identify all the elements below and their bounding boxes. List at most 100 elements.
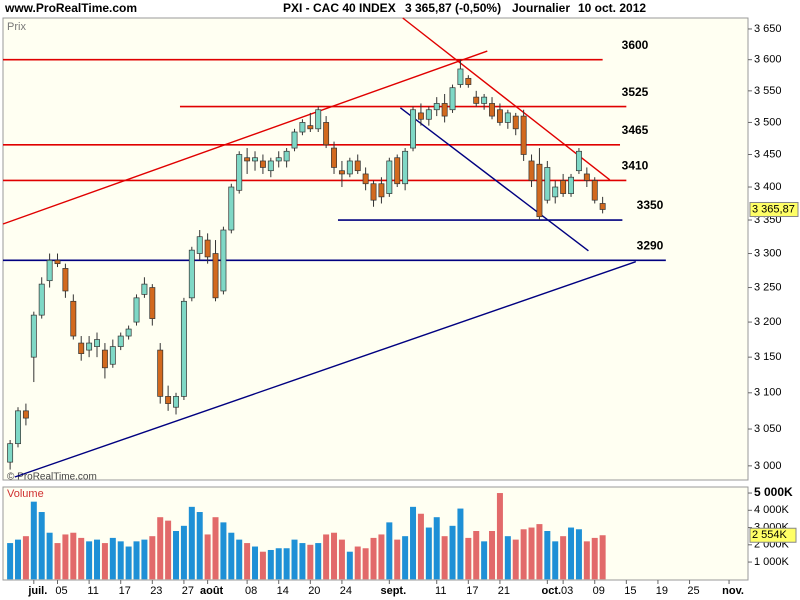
- volume-bar: [220, 522, 227, 580]
- volume-bar: [599, 535, 606, 580]
- candle-body: [520, 115, 527, 155]
- candle-body: [473, 96, 480, 104]
- candle-body: [410, 109, 416, 149]
- period: Journalier: [512, 1, 570, 15]
- volume-bar: [299, 543, 306, 580]
- y-tick-label: 1 000K: [754, 556, 790, 568]
- volume-bar: [552, 541, 559, 580]
- x-tick-label: 19: [656, 585, 668, 597]
- x-tick-label: 21: [498, 585, 510, 597]
- volume-bar: [236, 539, 243, 580]
- candle-body: [117, 335, 124, 347]
- price-axis-label: Prix: [7, 21, 26, 33]
- candle-body: [38, 283, 45, 316]
- volume-bar: [165, 520, 172, 580]
- volume-bar: [441, 536, 448, 580]
- candle-body: [331, 147, 337, 168]
- candle-body: [188, 249, 195, 299]
- candle-body: [323, 122, 330, 146]
- candle-body: [220, 229, 227, 292]
- volume-bar: [560, 536, 567, 580]
- candle-body: [441, 103, 448, 117]
- volume-bar: [362, 548, 369, 580]
- candle-body: [552, 186, 559, 198]
- candle-body: [157, 349, 164, 397]
- x-tick-label: 25: [687, 585, 699, 597]
- volume-bar: [520, 529, 527, 580]
- volume-bar: [489, 530, 496, 580]
- candle-body: [315, 109, 322, 130]
- candle-body: [15, 410, 21, 445]
- volume-bar: [283, 548, 290, 580]
- volume-bar: [252, 546, 259, 580]
- volume-bar: [449, 525, 456, 580]
- x-tick-label: 05: [55, 585, 67, 597]
- y-tick-label: 5 000K: [754, 485, 793, 499]
- candle-body: [417, 112, 424, 120]
- volume-bar: [291, 539, 298, 580]
- date: 10 oct. 2012: [578, 1, 646, 15]
- candle-body: [433, 103, 440, 111]
- candle-body: [512, 115, 519, 130]
- candle-body: [338, 170, 345, 175]
- y-tick-label: 3 000: [754, 460, 782, 472]
- candle-body: [457, 68, 464, 85]
- watermark: © ProRealTime.com: [7, 472, 97, 483]
- candle-body: [125, 328, 132, 337]
- x-tick-label: nov.: [722, 585, 744, 597]
- volume-bar: [331, 532, 338, 580]
- y-tick-label: 3 150: [754, 351, 782, 363]
- x-tick-label: 11: [435, 585, 446, 597]
- candle-body: [402, 150, 409, 185]
- volume-bar: [62, 534, 69, 580]
- volume-bar: [433, 517, 440, 580]
- y-tick-label: 3 550: [754, 85, 782, 97]
- candle-body: [101, 349, 108, 369]
- x-tick-label: 15: [624, 585, 636, 597]
- candle-body: [228, 186, 235, 231]
- last-volume-box: [749, 527, 797, 543]
- volume-bar: [568, 527, 575, 580]
- volume-bar: [259, 551, 266, 580]
- volume-bar: [536, 524, 543, 580]
- candle-body: [394, 157, 401, 185]
- volume-bar: [410, 506, 417, 580]
- volume-bar: [402, 536, 409, 580]
- volume-bar: [157, 517, 164, 580]
- candle-body: [599, 203, 606, 210]
- candle-body: [7, 443, 14, 463]
- x-tick-label: oct.: [542, 585, 562, 597]
- volume-bar: [528, 527, 535, 580]
- candle-body: [244, 157, 251, 162]
- volume-bar: [101, 543, 108, 580]
- volume-bar: [212, 517, 219, 580]
- y-tick-label: 3 400: [754, 181, 782, 193]
- chart-title: PXI - CAC 40 INDEX: [283, 1, 396, 15]
- volume-bar: [125, 546, 132, 580]
- volume-bar: [109, 537, 116, 580]
- candle-body: [94, 339, 100, 347]
- volume-bar: [544, 530, 551, 580]
- x-tick-label: 14: [277, 585, 289, 597]
- volume-bar: [228, 532, 235, 580]
- volume-bar: [244, 543, 251, 580]
- volume-bar: [496, 493, 503, 580]
- volume-bar: [575, 529, 582, 580]
- y-tick-label: 3 600: [754, 54, 782, 66]
- volume-bar: [315, 543, 322, 580]
- candle-body: [425, 109, 432, 120]
- candle-body: [575, 150, 582, 172]
- volume-bar: [425, 527, 432, 580]
- y-tick-label: 3 050: [754, 423, 782, 435]
- volume-axis-label: Volume: [7, 488, 44, 500]
- candle-body: [536, 163, 543, 218]
- candle-body: [591, 180, 598, 201]
- candle-body: [54, 259, 61, 265]
- x-tick-label: 24: [340, 585, 352, 597]
- x-tick-label: 11: [87, 585, 98, 597]
- y-tick-label: 3 450: [754, 148, 782, 160]
- candle-body: [78, 342, 85, 354]
- volume-bar: [473, 530, 480, 580]
- volume-bar: [323, 534, 330, 580]
- level-label: 3600: [622, 38, 649, 52]
